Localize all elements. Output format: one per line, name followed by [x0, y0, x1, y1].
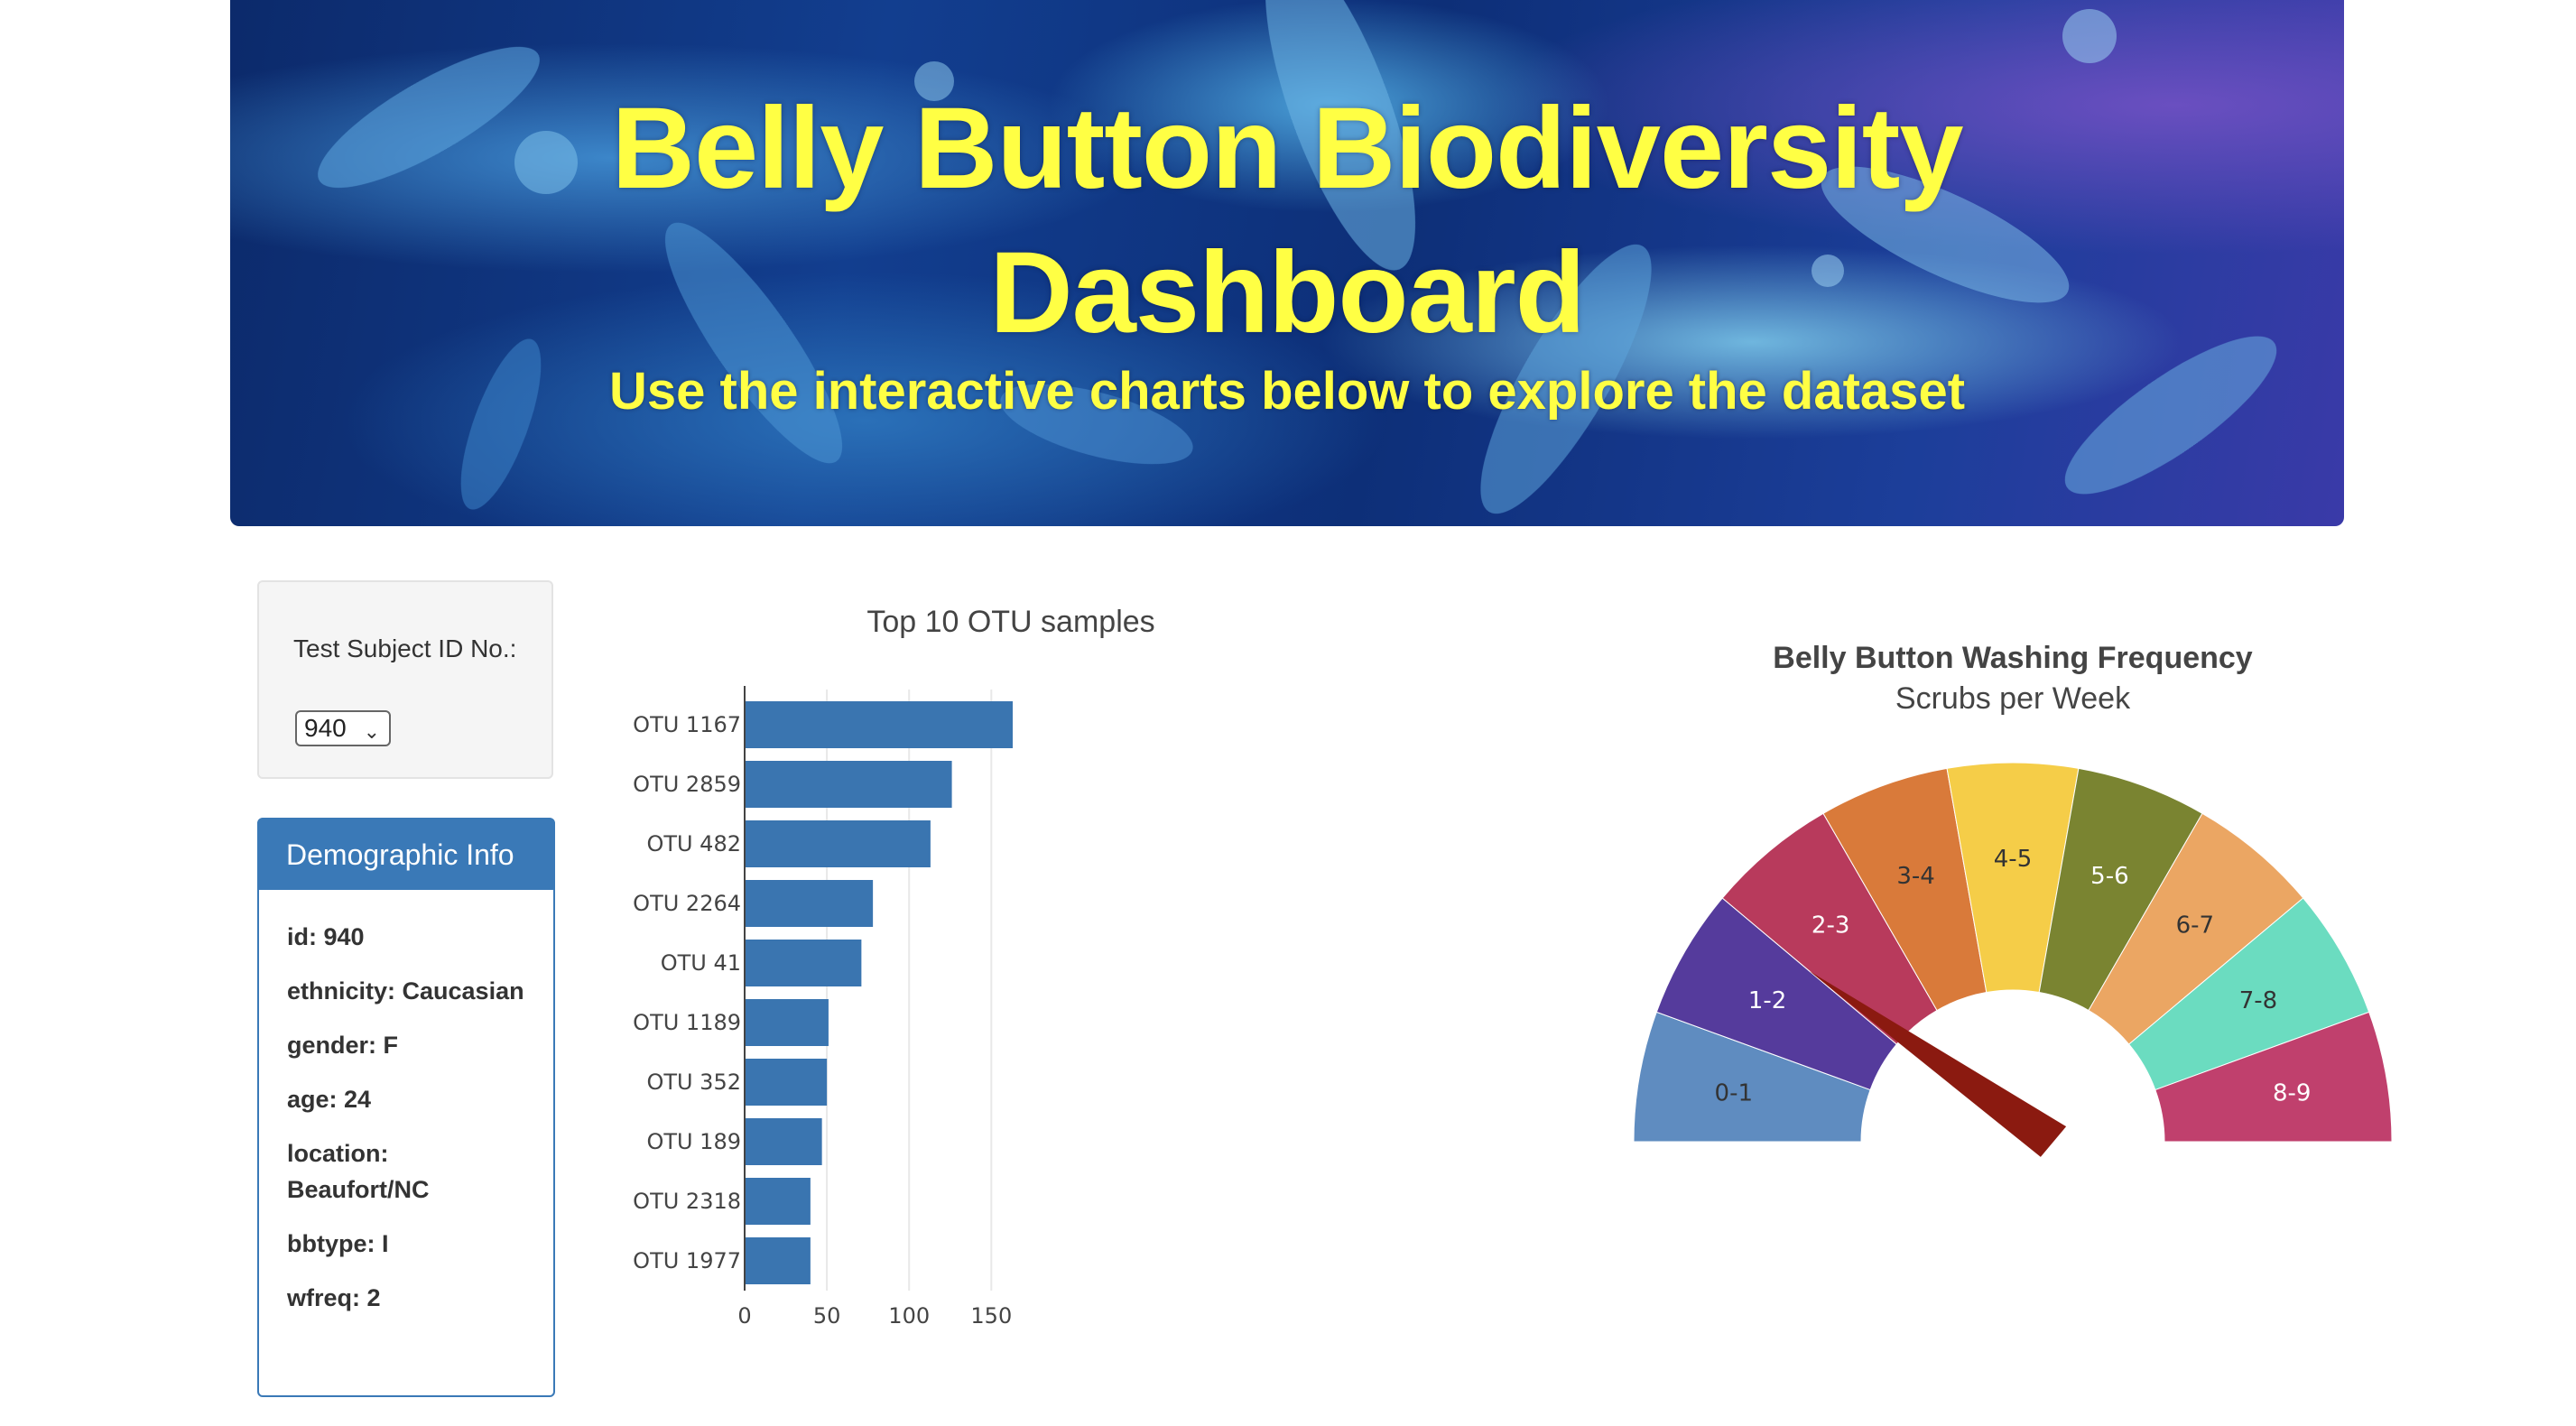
otu-category-label: OTU 41: [661, 950, 741, 976]
demographic-row-age: age: 24: [287, 1086, 372, 1113]
otu-bar[interactable]: [745, 1237, 811, 1284]
demographic-row-ethnicity: ethnicity: Caucasian: [287, 977, 524, 1005]
page-subtitle: Use the interactive charts below to expl…: [608, 362, 1966, 421]
subject-selector-panel: Test Subject ID No.: 940 ⌄: [257, 580, 553, 779]
top-otu-bar-chart: Top 10 OTU samples 0 50 100 150 OTU 1167 OTU …: [596, 578, 1282, 1329]
gauge-segment-label: 8-9: [2273, 1079, 2311, 1107]
demographic-info-heading: Demographic Info: [259, 819, 553, 890]
demographic-row-id: id: 940: [287, 923, 365, 950]
gauge-subtitle: Scrubs per Week: [1895, 681, 2131, 716]
gauge-segment[interactable]: [2154, 1011, 2393, 1143]
header-banner: Belly Button Biodiversity Dashboard Use …: [230, 0, 2344, 526]
otu-bar[interactable]: [745, 1059, 828, 1106]
otu-category-label: OTU 2318: [633, 1189, 741, 1214]
page-title-line2: Dashboard: [989, 228, 1586, 357]
otu-bar[interactable]: [745, 880, 874, 927]
gauge-segment-label: 1-2: [1748, 987, 1786, 1014]
otu-bar[interactable]: [745, 999, 829, 1046]
gauge-segment-label: 3-4: [1896, 863, 1934, 890]
demographic-row-bbtype: bbtype: I: [287, 1230, 389, 1257]
bar-chart-title: Top 10 OTU samples: [866, 605, 1155, 639]
page-title-line1: Belly Button Biodiversity: [611, 84, 1964, 213]
gauge-needle: [1809, 971, 2067, 1157]
subject-id-dropdown[interactable]: 940 ⌄: [295, 710, 391, 746]
otu-bar[interactable]: [745, 820, 931, 867]
gauge-segment-label: 5-6: [2090, 863, 2128, 890]
gauge-svg[interactable]: 0-1 1-2 2-3 3-4 4-5 5-6 6-7 7-8 8-9: [1607, 632, 2419, 1173]
otu-bar[interactable]: [745, 761, 952, 808]
otu-bar[interactable]: [745, 1178, 811, 1225]
gauge-segment-label: 4-5: [1994, 846, 2032, 873]
otu-category-label: OTU 482: [646, 831, 741, 857]
demographic-row-gender: gender: F: [287, 1032, 399, 1059]
bar-x-tick-label: 100: [888, 1303, 930, 1327]
gauge-segment-label: 6-7: [2176, 912, 2214, 939]
chevron-down-icon: ⌄: [363, 720, 380, 743]
bacteria-background-image: [318, 0, 2277, 514]
subject-id-label: Test Subject ID No.:: [293, 634, 517, 662]
otu-bar[interactable]: [745, 940, 862, 986]
otu-bar[interactable]: [745, 701, 1013, 748]
bar-x-tick-label: 0: [737, 1303, 751, 1327]
gauge-segment-label: 7-8: [2239, 987, 2277, 1014]
demographic-row-wfreq: wfreq: 2: [287, 1284, 381, 1311]
washing-frequency-gauge: Belly Button Washing Frequency Scrubs pe…: [1607, 632, 2419, 1173]
subject-id-selected-value: 940: [304, 714, 347, 742]
otu-category-label: OTU 1167: [633, 712, 741, 737]
otu-category-label: OTU 352: [646, 1070, 741, 1095]
demographic-info-panel: Demographic Info id: 940 ethnicity: Cauc…: [257, 818, 555, 1397]
gauge-segment-label: 2-3: [1812, 912, 1849, 939]
otu-category-label: OTU 1977: [633, 1248, 741, 1273]
bar-x-tick-label: 150: [970, 1303, 1012, 1327]
bar-x-tick-label: 50: [813, 1303, 841, 1327]
otu-category-label: OTU 2859: [633, 772, 741, 797]
otu-category-label: OTU 1189: [633, 1010, 741, 1035]
otu-bar[interactable]: [745, 1118, 822, 1165]
otu-category-label: OTU 189: [646, 1129, 741, 1154]
demographic-info-body: id: 940 ethnicity: Caucasian gender: F a…: [287, 919, 531, 1334]
gauge-title: Belly Button Washing Frequency: [1773, 641, 2253, 675]
page-title: Belly Button Biodiversity Dashboard: [230, 77, 2344, 366]
demographic-row-location: location: Beaufort/NC: [287, 1140, 430, 1203]
bar-chart-svg[interactable]: 0 50 100 150 OTU 1167 OTU 2859 OTU 482 OTU 2264…: [596, 578, 1282, 1329]
otu-category-label: OTU 2264: [633, 891, 741, 916]
gauge-segment-label: 0-1: [1715, 1079, 1753, 1107]
